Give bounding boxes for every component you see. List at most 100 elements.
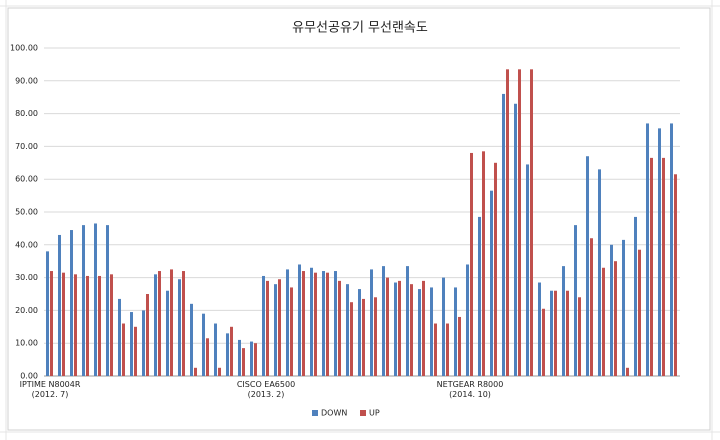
bar — [454, 287, 457, 376]
y-tick-label: 70.00 — [15, 142, 38, 151]
bar — [290, 287, 293, 376]
bar — [106, 225, 109, 376]
bar — [166, 290, 169, 376]
y-tick-label: 60.00 — [15, 175, 38, 184]
bar — [118, 298, 121, 376]
bar — [362, 298, 365, 376]
bar — [382, 266, 385, 376]
bar — [334, 271, 337, 376]
bar — [370, 269, 373, 376]
bar — [110, 274, 113, 376]
bar — [638, 249, 641, 376]
bar — [650, 157, 653, 376]
bar — [458, 316, 461, 376]
bar — [494, 162, 497, 376]
bar — [322, 271, 325, 376]
bar — [242, 348, 245, 376]
bar — [586, 156, 589, 376]
bar — [646, 123, 649, 376]
bar — [674, 174, 677, 376]
legend-label: DOWN — [321, 409, 347, 418]
bar — [50, 271, 53, 376]
bar — [238, 339, 241, 376]
bar — [502, 93, 505, 377]
y-tick-label: 20.00 — [15, 306, 38, 315]
bar — [70, 230, 73, 376]
bar — [434, 323, 437, 376]
x-tick-label: CISCO EA6500 (2013. 2) — [236, 380, 296, 399]
bar — [530, 69, 533, 376]
bar — [302, 271, 305, 376]
bar — [226, 333, 229, 376]
bar — [446, 323, 449, 376]
bar — [218, 367, 221, 376]
bar — [542, 308, 545, 376]
bar — [214, 323, 217, 376]
bar — [398, 280, 401, 376]
x-tick-label: NETGEAR R8000 (2014. 10) — [436, 380, 504, 399]
bar — [478, 216, 481, 376]
bar — [154, 274, 157, 376]
bar — [518, 69, 521, 376]
bar — [254, 343, 257, 376]
bar — [158, 271, 161, 376]
bar — [262, 275, 265, 376]
legend-label: UP — [369, 409, 380, 418]
bar — [250, 341, 253, 376]
bar — [338, 280, 341, 376]
bar — [190, 303, 193, 376]
bar — [266, 280, 269, 376]
bar — [58, 234, 61, 376]
bar — [562, 266, 565, 376]
bar — [86, 275, 89, 376]
bar — [358, 289, 361, 376]
chart-title: 유무선공유기 무선랜속도 — [292, 21, 428, 36]
bar — [182, 271, 185, 376]
y-tick-label: 40.00 — [15, 240, 38, 249]
bar — [538, 282, 541, 376]
bar — [314, 272, 317, 376]
bar — [274, 284, 277, 376]
bar — [298, 264, 301, 376]
bar — [122, 323, 125, 376]
bar — [554, 290, 557, 376]
legend-swatch — [360, 410, 366, 416]
bar — [146, 294, 149, 376]
bar — [418, 289, 421, 376]
y-tick-label: 80.00 — [15, 109, 38, 118]
bar — [526, 164, 529, 376]
bar — [482, 151, 485, 376]
bar — [386, 277, 389, 376]
bar — [422, 280, 425, 376]
bar — [178, 279, 181, 376]
bar — [206, 338, 209, 376]
bar — [194, 367, 197, 376]
bar — [590, 238, 593, 376]
bar — [466, 264, 469, 376]
bar — [430, 287, 433, 376]
bar — [94, 223, 97, 376]
bar — [578, 297, 581, 376]
bar — [130, 312, 133, 376]
bar — [326, 272, 329, 376]
bar — [514, 103, 517, 376]
bar — [202, 313, 205, 376]
y-tick-label: 30.00 — [15, 273, 38, 282]
bar — [634, 216, 637, 376]
bar — [610, 244, 613, 376]
bar — [442, 277, 445, 376]
x-tick-label: IPTIME N8004R (2012. 7) — [19, 380, 81, 399]
bar — [626, 367, 629, 376]
bar — [658, 128, 661, 376]
bar — [662, 157, 665, 376]
bar — [82, 225, 85, 376]
bar — [622, 239, 625, 376]
bar — [566, 290, 569, 376]
bar — [410, 284, 413, 376]
bar — [614, 261, 617, 376]
bar — [286, 269, 289, 376]
y-tick-label: 0.00 — [20, 372, 38, 381]
bar — [550, 290, 553, 376]
bar — [170, 269, 173, 376]
